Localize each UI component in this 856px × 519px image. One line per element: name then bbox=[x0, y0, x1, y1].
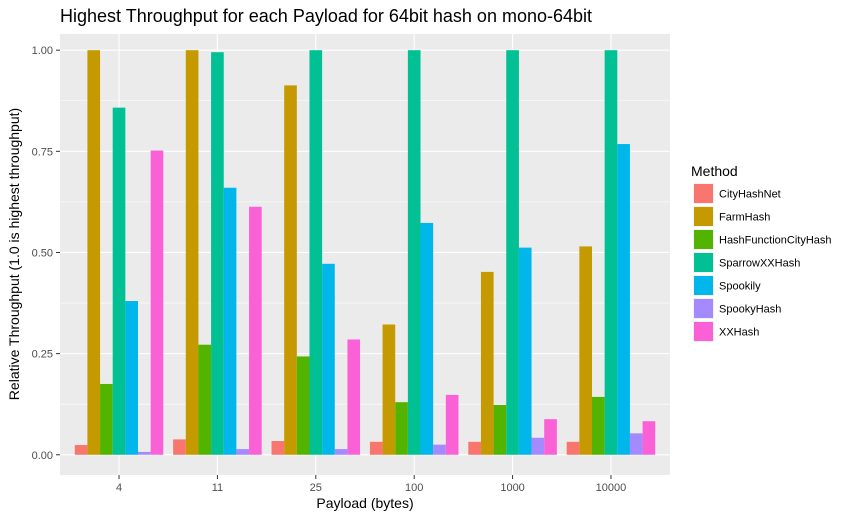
y-tick-label: 0.75 bbox=[32, 146, 53, 158]
bar-cityhashnet-10000 bbox=[566, 441, 580, 455]
bar-sparrowxxhash-4 bbox=[112, 107, 126, 455]
bar-cityhashnet-11 bbox=[173, 439, 186, 455]
legend-swatch-farmhash bbox=[694, 207, 713, 226]
bar-hashfunctioncityhash-10000 bbox=[591, 396, 605, 455]
legend-swatch-spookyhash bbox=[694, 299, 713, 318]
bar-spookyhash-25 bbox=[334, 449, 348, 455]
bar-cityhashnet-25 bbox=[271, 441, 285, 455]
bar-xxhash-4 bbox=[150, 150, 164, 455]
legend-swatch-xxhash bbox=[694, 322, 713, 341]
bar-sparrowxxhash-1000 bbox=[506, 50, 519, 455]
chart-title: Highest Throughput for each Payload for … bbox=[60, 6, 592, 26]
bar-hashfunctioncityhash-11 bbox=[198, 344, 212, 455]
bar-hashfunctioncityhash-4 bbox=[100, 383, 113, 455]
legend-swatch-spookily bbox=[694, 276, 713, 295]
y-tick-label: 1.00 bbox=[32, 45, 53, 57]
bar-farmhash-11 bbox=[185, 50, 199, 455]
bar-spookily-11 bbox=[223, 187, 237, 455]
bar-sparrowxxhash-10000 bbox=[604, 50, 618, 455]
bar-farmhash-100 bbox=[382, 324, 396, 455]
bar-spookily-100 bbox=[420, 222, 434, 455]
bar-farmhash-10000 bbox=[579, 246, 592, 455]
x-tick-label: 10000 bbox=[596, 482, 627, 494]
bar-cityhashnet-1000 bbox=[468, 441, 481, 455]
bar-hashfunctioncityhash-25 bbox=[296, 356, 310, 455]
x-tick-label: 11 bbox=[212, 482, 223, 494]
bar-xxhash-100 bbox=[445, 394, 459, 455]
legend-label-cityhashnet: CityHashNet bbox=[719, 189, 781, 201]
legend-label-sparrowxxhash: SparrowXXHash bbox=[719, 258, 800, 270]
bar-spookyhash-11 bbox=[236, 449, 250, 455]
bar-xxhash-1000 bbox=[544, 419, 557, 455]
bar-sparrowxxhash-100 bbox=[407, 50, 421, 455]
legend-label-farmhash: FarmHash bbox=[719, 212, 770, 224]
legend-title: Method bbox=[691, 163, 738, 179]
legend-label-spookily: Spookily bbox=[719, 281, 761, 293]
bar-spookyhash-4 bbox=[138, 451, 151, 455]
y-tick-label: 0.00 bbox=[32, 450, 53, 462]
bar-xxhash-11 bbox=[249, 206, 262, 455]
legend-label-hashfunctioncityhash: HashFunctionCityHash bbox=[719, 235, 832, 247]
x-tick-label: 4 bbox=[116, 482, 122, 494]
bar-spookily-25 bbox=[322, 263, 335, 455]
y-axis-title: Relative Throughput (1.0 is highest thro… bbox=[6, 108, 22, 400]
bar-hashfunctioncityhash-100 bbox=[395, 402, 408, 455]
bar-farmhash-25 bbox=[284, 85, 297, 455]
bar-spookyhash-1000 bbox=[531, 437, 545, 455]
x-axis-title: Payload (bytes) bbox=[316, 495, 413, 511]
legend-label-spookyhash: SpookyHash bbox=[719, 304, 781, 316]
bar-farmhash-1000 bbox=[480, 271, 494, 455]
bar-spookily-10000 bbox=[617, 144, 630, 455]
axes: 0.00 0.25 0.50 0.75 1.00 4 11 25 100 1000 10000 bbox=[32, 45, 627, 494]
bar-cityhashnet-100 bbox=[369, 441, 383, 455]
bar-spookily-4 bbox=[125, 301, 139, 455]
x-tick-label: 1000 bbox=[500, 482, 524, 494]
bar-xxhash-25 bbox=[347, 339, 361, 455]
x-tick-label: 25 bbox=[310, 482, 322, 494]
bar-hashfunctioncityhash-1000 bbox=[493, 405, 507, 455]
bar-cityhashnet-4 bbox=[74, 445, 88, 455]
bar-sparrowxxhash-11 bbox=[211, 52, 224, 455]
bar-farmhash-4 bbox=[87, 50, 101, 455]
x-tick-label: 100 bbox=[405, 482, 423, 494]
bar-spookyhash-100 bbox=[433, 444, 446, 455]
legend-swatch-hashfunctioncityhash bbox=[694, 230, 713, 249]
bars bbox=[74, 50, 656, 455]
legend-label-xxhash: XXHash bbox=[719, 327, 759, 339]
bar-spookily-1000 bbox=[518, 247, 532, 455]
bar-spookyhash-10000 bbox=[629, 433, 643, 455]
bar-xxhash-10000 bbox=[642, 421, 656, 455]
y-tick-label: 0.25 bbox=[32, 349, 53, 361]
legend: Method CityHashNet FarmHash HashFunctionCi… bbox=[691, 163, 832, 342]
legend-swatch-sparrowxxhash bbox=[694, 253, 713, 272]
y-tick-label: 0.50 bbox=[32, 247, 53, 259]
legend-swatch-cityhashnet bbox=[694, 184, 713, 203]
bar-sparrowxxhash-25 bbox=[309, 50, 323, 455]
